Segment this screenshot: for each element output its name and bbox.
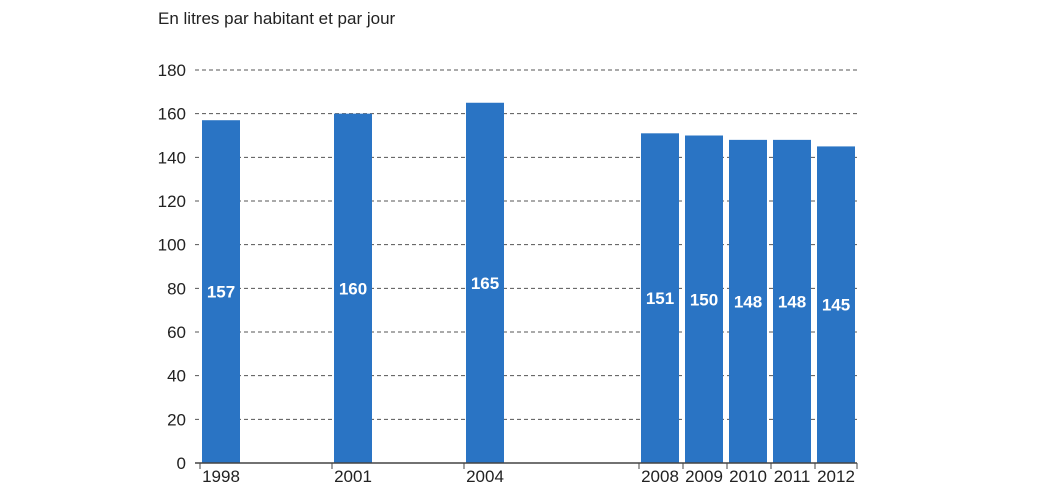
data-label: 148: [734, 292, 762, 311]
x-tick-label: 2004: [466, 467, 504, 486]
bar: [466, 102, 504, 463]
bar: [202, 120, 240, 463]
bar: [773, 139, 811, 463]
y-tick-label: 160: [158, 105, 186, 124]
x-tick-label: 2001: [334, 467, 372, 486]
bar: [334, 113, 372, 464]
y-axis: 0 20 40 60 80 100 120 140 160 180: [158, 61, 186, 473]
x-tick-label: 1998: [202, 467, 240, 486]
y-tick-label: 180: [158, 61, 186, 80]
y-tick-label: 80: [167, 279, 186, 298]
x-tick-label: 2009: [685, 467, 723, 486]
bars: 157 160 165 151 150 148 148 145: [202, 102, 855, 464]
y-tick-label: 20: [167, 410, 186, 429]
x-tick-label: 2011: [774, 467, 811, 486]
y-tick-label: 100: [158, 236, 186, 255]
data-label: 150: [690, 290, 718, 309]
y-tick-label: 40: [167, 367, 186, 386]
data-label: 160: [339, 279, 367, 298]
bar: [685, 135, 723, 463]
y-tick-label: 120: [158, 192, 186, 211]
bar: [817, 146, 855, 463]
bar: [729, 139, 767, 463]
unit-label: En litres par habitant et par jour: [158, 9, 396, 28]
x-tick-label: 2010: [729, 467, 767, 486]
y-tick-label: 140: [158, 148, 186, 167]
data-label: 157: [207, 283, 235, 302]
data-label: 151: [646, 289, 674, 308]
x-tick-label: 2008: [641, 467, 679, 486]
gridlines: [195, 69, 857, 420]
y-tick-label: 60: [167, 323, 186, 342]
y-tick-label: 0: [177, 454, 186, 473]
data-label: 145: [822, 296, 850, 315]
data-label: 165: [471, 274, 499, 293]
data-label: 148: [778, 292, 806, 311]
bar: [641, 133, 679, 464]
x-axis: 1998 2001 2004 2008 2009 2010 2011 2012: [195, 462, 858, 486]
x-tick-label: 2012: [817, 467, 855, 486]
